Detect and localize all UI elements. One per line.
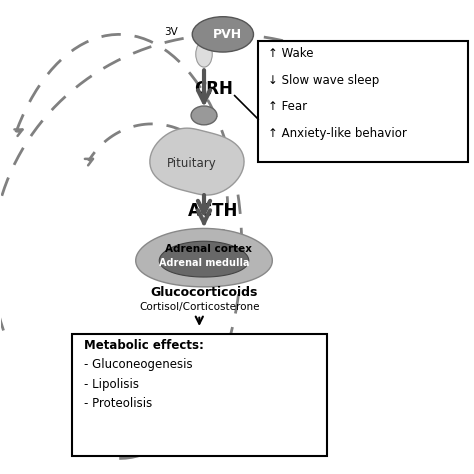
Polygon shape	[159, 241, 249, 277]
Text: CRH: CRH	[194, 80, 233, 98]
Ellipse shape	[191, 106, 217, 125]
Polygon shape	[136, 228, 273, 287]
Text: ↑ Fear: ↑ Fear	[268, 100, 307, 113]
Ellipse shape	[196, 41, 212, 67]
Text: - Lipolisis: - Lipolisis	[84, 377, 139, 391]
Text: Metabolic effects:: Metabolic effects:	[84, 339, 204, 352]
Polygon shape	[150, 128, 244, 195]
Text: - Gluconeogenesis: - Gluconeogenesis	[84, 358, 192, 371]
Text: PVH: PVH	[213, 28, 242, 41]
Text: Adrenal medulla: Adrenal medulla	[159, 258, 249, 268]
Text: ↑ Wake: ↑ Wake	[268, 47, 313, 60]
Ellipse shape	[192, 17, 254, 52]
Text: ACTH: ACTH	[188, 202, 238, 220]
Text: - Proteolisis: - Proteolisis	[84, 397, 152, 410]
Text: Pituitary: Pituitary	[167, 157, 217, 171]
Text: ↓ Slow wave sleep: ↓ Slow wave sleep	[268, 73, 379, 87]
FancyBboxPatch shape	[258, 41, 468, 162]
Text: Adrenal cortex: Adrenal cortex	[165, 244, 252, 254]
Text: Cortisol/Corticosterone: Cortisol/Corticosterone	[139, 302, 260, 312]
Text: ↑ Anxiety-like behavior: ↑ Anxiety-like behavior	[268, 128, 407, 140]
Text: Glucocorticoids: Glucocorticoids	[150, 286, 258, 299]
FancyBboxPatch shape	[72, 334, 327, 456]
Text: 3V: 3V	[164, 27, 178, 37]
